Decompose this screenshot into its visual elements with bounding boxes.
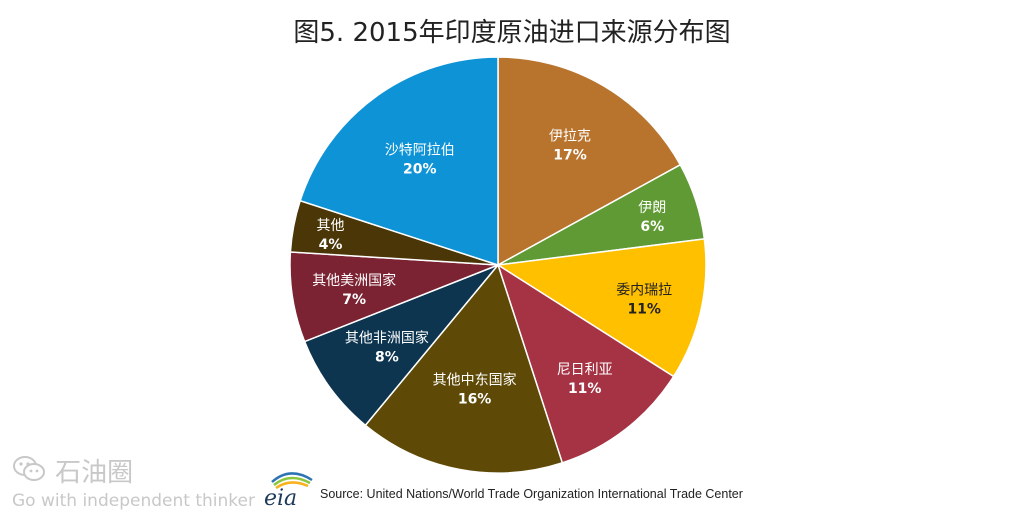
pie-slice-5 [303,264,499,427]
slice-pct-8: 20% [403,161,437,177]
chart-title: 图5. 2015年印度原油进口来源分布图 [293,18,731,48]
pie-slice-8 [299,56,499,267]
slice-label-2: 委内瑞拉 [616,283,672,299]
watermark-name: 石油圈 [55,458,134,488]
wechat-icon [12,455,46,487]
pie-slice-2 [495,238,707,378]
pie-slice-4 [364,263,564,474]
slice-label-5: 其他非洲国家 [345,330,429,347]
watermark-slogan: Go with independent thinker [12,491,255,511]
slice-label-1: 伊朗 [638,200,666,216]
slice-pct-3: 11% [568,381,602,397]
slice-label-8: 沙特阿拉伯 [385,142,455,158]
slice-pct-6: 7% [342,292,366,308]
slice-label-4: 其他中东国家 [433,372,517,389]
slice-pct-4: 16% [458,392,492,408]
watermark: 石油圈 Go with independent thinker [12,452,255,511]
slice-pct-2: 11% [627,302,661,318]
slice-pct-5: 8% [375,350,399,366]
slice-pct-0: 17% [553,147,587,163]
slice-pct-7: 4% [319,237,343,253]
slice-label-3: 尼日利亚 [557,362,613,378]
slice-label-6: 其他美洲国家 [312,272,396,289]
pie-slice-3 [496,263,675,464]
source-note: Source: United Nations/World Trade Organ… [320,487,743,501]
pie-slice-0 [497,56,682,267]
slice-label-7: 其他 [317,218,345,234]
slice-label-0: 伊拉克 [549,128,591,144]
eia-logo: eia [264,472,313,508]
eia-logo-text: eia [264,486,297,508]
slice-pct-1: 6% [640,219,664,235]
